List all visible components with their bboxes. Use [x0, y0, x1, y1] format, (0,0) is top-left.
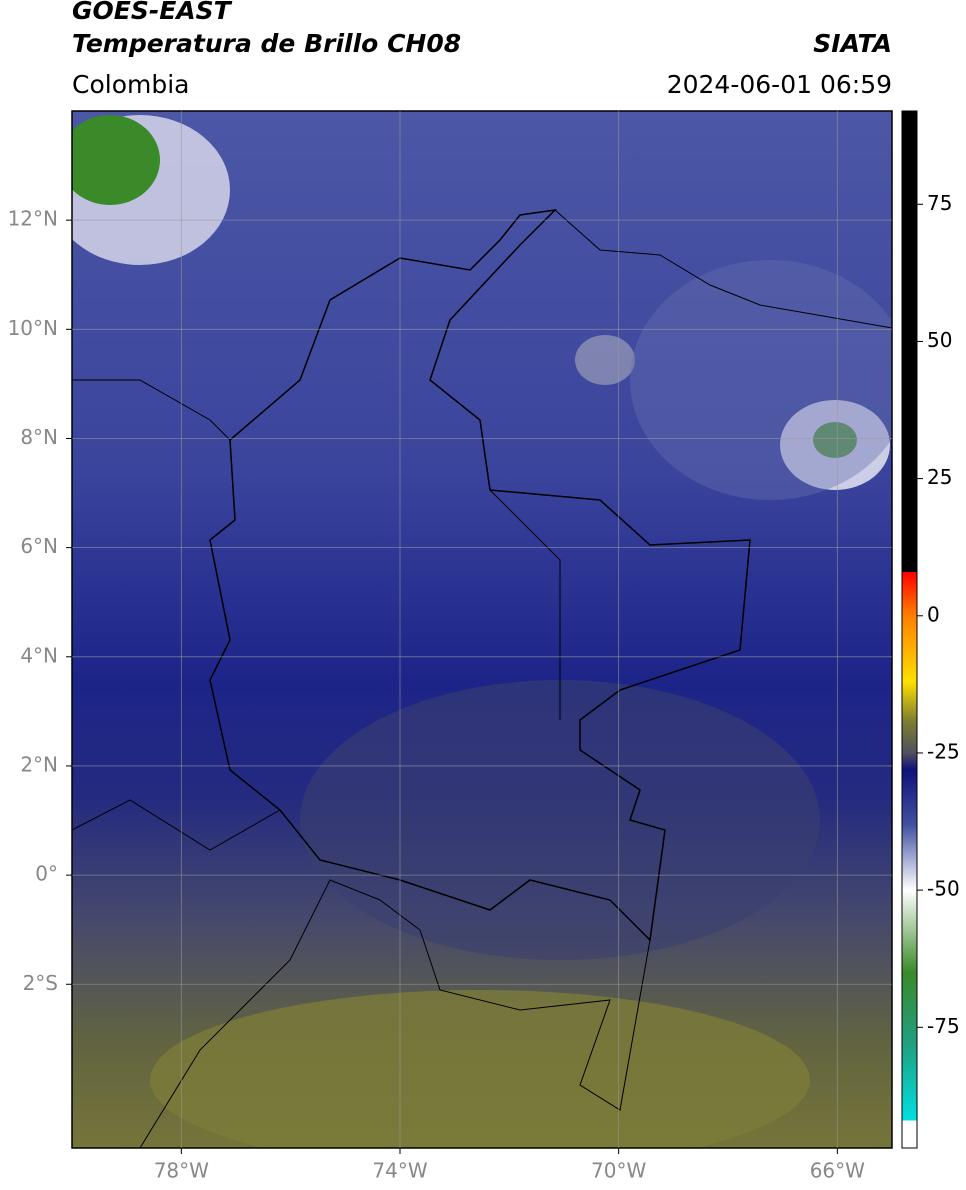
cloud [575, 335, 635, 385]
subtitle: Temperatura de Brillo CH08 [72, 29, 461, 58]
colorbar-tick-label: -75 [927, 1014, 960, 1038]
cloud [72, 115, 160, 205]
x-tick-label: 78°W [154, 1159, 209, 1183]
colorbar-tick-label: 0 [927, 602, 940, 626]
y-tick-label: 4°N [20, 643, 58, 667]
x-tick-label: 70°W [591, 1159, 646, 1183]
cloud [630, 260, 892, 500]
region: Colombia [72, 70, 189, 99]
y-tick-label: 2°N [20, 752, 58, 776]
x-tick-label: 66°W [810, 1159, 865, 1183]
background [72, 111, 892, 1148]
x-tick-label: 74°W [372, 1159, 427, 1183]
y-tick-label: 2°S [23, 971, 58, 995]
border [72, 209, 892, 1148]
y-tick-label: 0° [35, 862, 58, 886]
cloud [300, 680, 820, 960]
title: GOES-EAST [72, 0, 233, 25]
colorbar-tick-label: 25 [927, 465, 952, 489]
y-tick-label: 12°N [8, 207, 58, 231]
colorbar-tick-label: 75 [927, 191, 952, 215]
y-tick-label: 10°N [8, 316, 58, 340]
colorbar-tick-label: -50 [927, 877, 960, 901]
y-tick-label: 6°N [20, 534, 58, 558]
colorbar [901, 110, 918, 1149]
border [209, 208, 751, 942]
map-frame [71, 110, 893, 1149]
cloud [150, 990, 810, 1148]
colorbar-tick-label: -25 [927, 739, 960, 763]
colorbar-tick-label: 50 [927, 328, 952, 352]
map-image [72, 111, 892, 1148]
y-tick-label: 8°N [20, 425, 58, 449]
source: SIATA [813, 29, 892, 58]
cloud [813, 422, 857, 458]
datetime: 2024-06-01 06:59 [667, 70, 892, 99]
